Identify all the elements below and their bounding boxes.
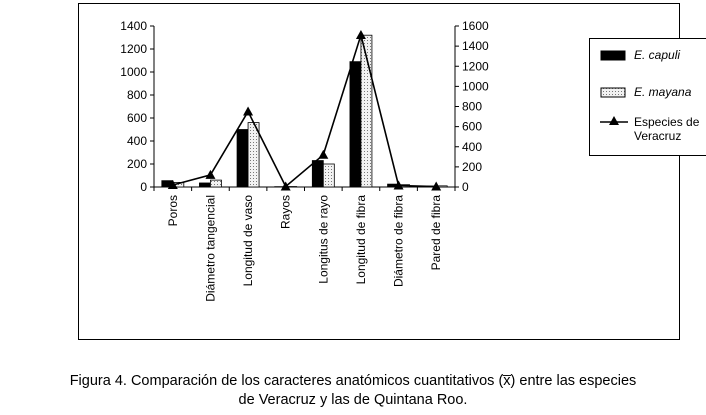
y-right-tick-label: 1400 [462, 39, 489, 53]
y-right-tick-label: 1600 [462, 19, 489, 33]
legend: E. capuli E. mayana Especies de Veracruz [589, 38, 706, 156]
x-category-label: Rayos [279, 195, 293, 229]
figure-frame: 0 200 400 600 800 1000 1200 1400 0 200 400 600 800 10… [78, 3, 706, 340]
x-category-label: Longitus de rayo [316, 195, 330, 284]
y-left-tick-label: 1400 [120, 19, 147, 33]
legend-label-veracruz: Especies de Veracruz [634, 115, 700, 143]
y-left-tick-label: 0 [140, 180, 147, 194]
line-veracruz [172, 32, 437, 188]
x-category-label: Pared de fibra [429, 195, 443, 271]
marker-veracruz [205, 169, 216, 179]
bar-capuli [311, 160, 324, 188]
y-left-tick-label: 1200 [120, 42, 147, 56]
y-right-tick-label: 600 [462, 120, 482, 134]
marker-veracruz [355, 30, 366, 40]
bar-capuli [199, 182, 211, 188]
legend-swatch-mayana [600, 87, 626, 98]
bar-capuli [349, 61, 362, 188]
figure-caption: Figura 4. Comparación de los caracteres … [0, 372, 706, 410]
chart-plot: 0 200 400 600 800 1000 1200 1400 0 200 400 600 800 10… [120, 19, 489, 302]
y-right-tick-label: 0 [462, 180, 469, 194]
x-category-label: Diámetro de fibra [392, 195, 406, 287]
x-category-label: Longitud de fibra [354, 195, 368, 285]
y-left-tick-label: 800 [127, 88, 147, 102]
legend-label-capuli: E. capuli [634, 48, 681, 62]
x-category-label: Longitud de vaso [241, 195, 255, 287]
x-category-label: Diámetro tangencial [203, 195, 217, 302]
bar-capuli [236, 129, 249, 188]
caption-line-1: Figura 4. Comparación de los caracteres … [69, 373, 637, 389]
y-left-tick-label: 600 [127, 111, 147, 125]
y-left-tick-label: 200 [127, 157, 147, 171]
y-right-tick-label: 800 [462, 100, 482, 114]
bar-mayana [360, 34, 373, 188]
marker-veracruz [318, 149, 329, 159]
marker-veracruz [280, 181, 291, 191]
y-right-tick-label: 1000 [462, 79, 489, 93]
marker-veracruz [393, 180, 404, 190]
y-left-tick-label: 1000 [120, 65, 147, 79]
y-right-tick-label: 200 [462, 160, 482, 174]
legend-marker-veracruz [600, 116, 628, 125]
y-left-tick-label: 400 [127, 134, 147, 148]
bar-mayana [210, 179, 222, 188]
marker-veracruz [243, 106, 254, 116]
y-right-tick-label: 400 [462, 140, 482, 154]
legend-label-mayana: E. mayana [634, 85, 692, 99]
bar-mayana [322, 163, 335, 188]
legend-swatch-capuli [600, 50, 626, 61]
marker-veracruz [431, 181, 442, 191]
y-right-tick-label: 1200 [462, 59, 489, 73]
caption-line-2: de Veracruz y las de Quintana Roo. [238, 392, 468, 408]
marker-veracruz [167, 179, 178, 189]
x-category-label: Poros [166, 195, 180, 226]
bar-mayana [247, 122, 260, 188]
